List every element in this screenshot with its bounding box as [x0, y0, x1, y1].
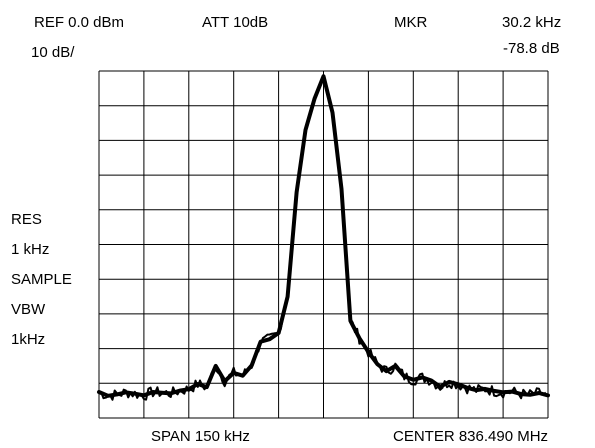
video-bw-value: 1kHz: [11, 331, 46, 348]
detector-mode-label: SAMPLE: [11, 271, 72, 288]
spectrum-trace-noise: [98, 75, 547, 401]
scale-label: 10 dB/: [31, 44, 75, 61]
graticule: [98, 70, 549, 419]
res-bw-label: RES: [11, 211, 42, 228]
spectrum-trace-group: [97, 74, 550, 401]
res-bw-value: 1 kHz: [11, 241, 50, 258]
ref-level-label: REF 0.0 dBm: [34, 14, 125, 31]
center-frequency-label: CENTER 836.490 MHz: [393, 428, 549, 445]
video-bw-label: VBW: [11, 301, 46, 318]
marker-label: MKR: [394, 14, 428, 31]
span-label: SPAN 150 kHz: [151, 428, 250, 445]
marker-level: -78.8 dB: [503, 40, 560, 57]
marker-frequency: 30.2 kHz: [502, 14, 562, 31]
attenuation-label: ATT 10dB: [202, 14, 269, 31]
